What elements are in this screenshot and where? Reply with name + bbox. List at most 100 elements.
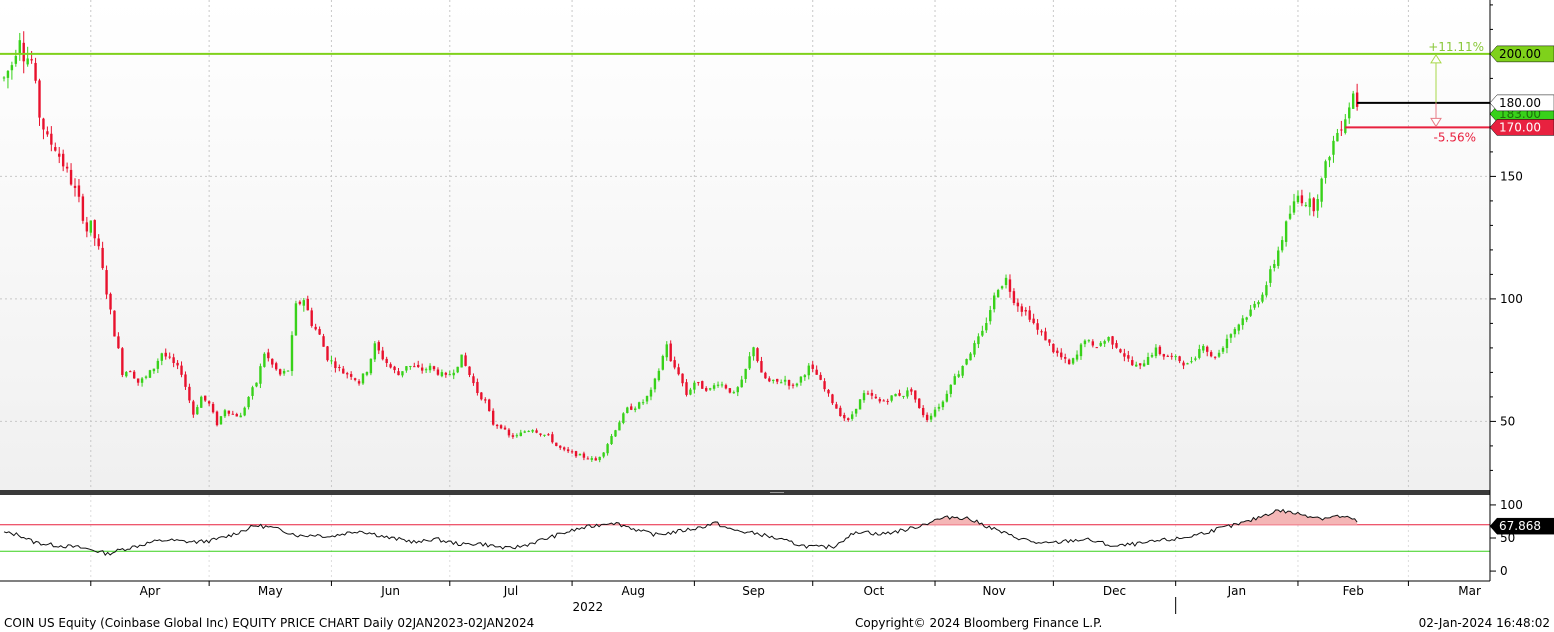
month-label: Aug: [622, 584, 645, 598]
candle-body: [298, 301, 302, 304]
candle-body: [937, 406, 941, 409]
candle-body: [1154, 347, 1158, 357]
candle-body: [890, 395, 893, 401]
candle-body: [30, 59, 33, 61]
candle-body: [1095, 347, 1098, 349]
price-panel: [0, 0, 1490, 490]
candle-body: [949, 384, 952, 394]
candle-body: [626, 407, 629, 413]
candle-body: [160, 353, 163, 361]
grid-lines: [0, 0, 1490, 581]
candle-body: [523, 431, 526, 433]
candle-body: [117, 336, 120, 349]
candle-body: [566, 449, 570, 452]
candle-body: [989, 310, 992, 322]
candle-body: [614, 430, 617, 437]
candle-body: [413, 366, 416, 368]
candle-body: [200, 396, 203, 408]
candle-body: [1340, 129, 1343, 131]
month-label: Mar: [1458, 584, 1481, 598]
candle-body: [1221, 347, 1225, 352]
candle-body: [176, 362, 179, 366]
candle-body: [1075, 354, 1079, 360]
candle-body: [1308, 198, 1311, 208]
candle-body: [1355, 92, 1359, 107]
candle-body: [973, 343, 976, 355]
candle-body: [428, 365, 432, 371]
candle-body: [1241, 318, 1244, 326]
candle-body: [1265, 285, 1268, 296]
candle-body: [1166, 355, 1169, 357]
candle-body: [740, 379, 743, 388]
month-label: Apr: [140, 584, 161, 598]
rsi-axis-label: 50: [1500, 531, 1515, 545]
candle-body: [271, 358, 274, 365]
candle-body: [1348, 107, 1351, 119]
candle-body: [259, 366, 262, 384]
candle-body: [1225, 338, 1229, 349]
candle-body: [1170, 355, 1173, 357]
candle-body: [1012, 291, 1016, 303]
candle-body: [1312, 198, 1315, 212]
candle-body: [255, 382, 258, 387]
candle-body: [1008, 279, 1012, 292]
candle-body: [551, 434, 554, 443]
candle-body: [503, 427, 507, 430]
candle-body: [756, 348, 759, 362]
candle-body: [180, 365, 183, 375]
candle-body: [752, 347, 755, 357]
candle-body: [97, 238, 100, 247]
candle-body: [196, 407, 199, 415]
candle-body: [488, 399, 491, 412]
candle-body: [906, 390, 909, 397]
candle-body: [764, 372, 767, 379]
candle-body: [992, 295, 996, 310]
candle-body: [314, 326, 317, 330]
candle-body: [109, 293, 112, 310]
candle-body: [594, 458, 597, 461]
candle-body: [622, 413, 625, 423]
candle-body: [168, 356, 171, 358]
month-label: Oct: [863, 584, 884, 598]
candle-body: [665, 344, 668, 358]
candle-body: [1257, 301, 1260, 305]
candle-body: [886, 400, 889, 402]
candle-body: [705, 388, 708, 391]
candle-body: [377, 342, 380, 351]
price-axis-label: 50: [1500, 414, 1515, 428]
candle-body: [570, 451, 574, 453]
candle-body: [1107, 336, 1110, 341]
upper-arrow-head: [1430, 53, 1442, 64]
rsi-last-tag: 67.868: [1489, 517, 1554, 535]
axes: 50100150200050100183.00200.00180.00170.0…: [0, 0, 1554, 614]
candle-body: [105, 270, 108, 295]
candle-body: [1209, 352, 1213, 357]
candle-body: [353, 378, 357, 380]
candle-body: [925, 414, 929, 421]
candle-body: [1269, 269, 1272, 283]
candle-body: [156, 360, 160, 369]
candle-body: [405, 366, 408, 371]
candle-body: [1328, 157, 1331, 161]
lower-level-tag-box: [1489, 119, 1554, 136]
candle-body: [914, 390, 917, 400]
candle-body: [1245, 317, 1248, 320]
candle-body: [862, 393, 866, 401]
candle-body: [401, 371, 404, 376]
candle-body: [1351, 93, 1355, 109]
candle-body: [807, 365, 810, 376]
month-label: Jul: [503, 584, 518, 598]
candle-body: [334, 361, 337, 369]
lower-level-tag: 170.00: [1489, 119, 1554, 136]
candle-body: [1044, 331, 1047, 341]
rsi-axis-label: 0: [1500, 564, 1508, 578]
candle-body: [1127, 355, 1130, 359]
candle-body: [1253, 303, 1256, 308]
candle-body: [744, 368, 747, 379]
candle-body: [239, 415, 242, 418]
candle-body: [1213, 356, 1217, 358]
candle-body: [172, 357, 175, 364]
candle-body: [898, 393, 901, 396]
candle-body: [720, 384, 724, 386]
candle-body: [1060, 352, 1063, 358]
